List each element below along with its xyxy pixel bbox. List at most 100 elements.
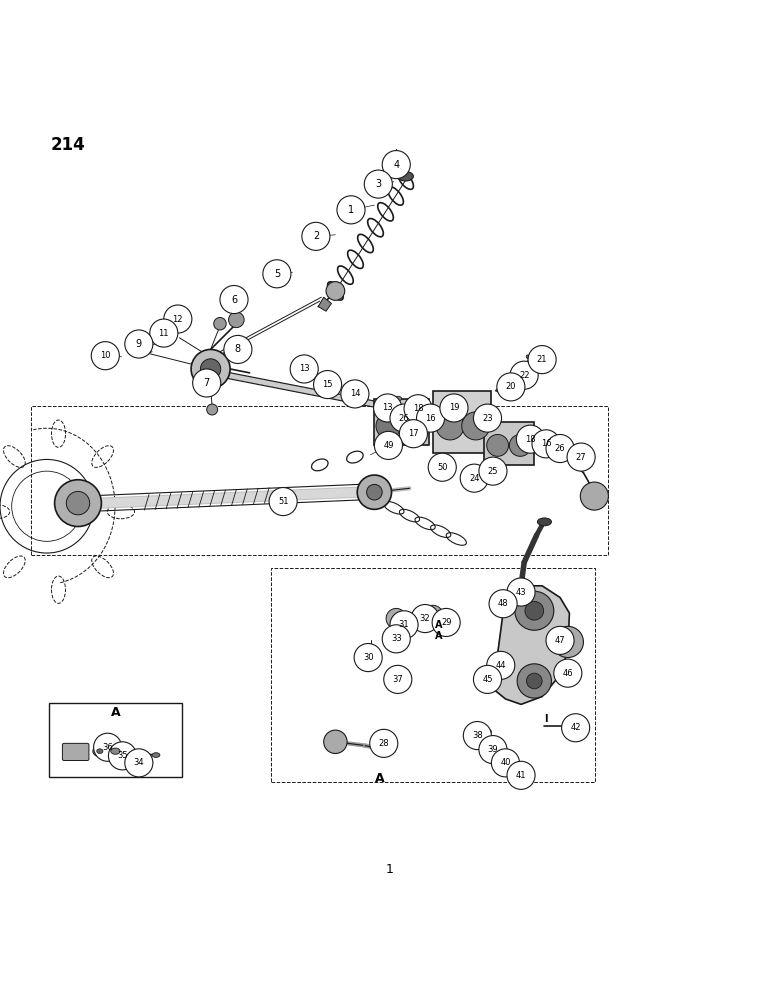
Text: 26: 26: [555, 444, 565, 453]
Circle shape: [207, 404, 218, 415]
Ellipse shape: [479, 729, 491, 735]
Circle shape: [562, 714, 590, 742]
Circle shape: [507, 578, 535, 606]
Ellipse shape: [526, 355, 534, 361]
Circle shape: [489, 590, 517, 618]
Circle shape: [55, 480, 101, 527]
FancyBboxPatch shape: [433, 391, 491, 453]
Circle shape: [326, 282, 345, 300]
Circle shape: [487, 434, 509, 456]
Circle shape: [382, 625, 410, 653]
Circle shape: [108, 742, 136, 770]
Circle shape: [526, 673, 542, 689]
FancyBboxPatch shape: [484, 422, 534, 465]
Text: 13: 13: [299, 364, 310, 373]
Circle shape: [516, 425, 544, 453]
Circle shape: [314, 371, 342, 399]
Text: 27: 27: [576, 453, 587, 462]
Text: 15: 15: [322, 380, 333, 389]
Circle shape: [509, 434, 531, 456]
Text: 1: 1: [348, 205, 354, 215]
Text: 37: 37: [392, 675, 403, 684]
Circle shape: [382, 151, 410, 179]
Text: 2: 2: [313, 231, 319, 241]
Circle shape: [525, 601, 544, 620]
Text: 31: 31: [399, 620, 410, 629]
Circle shape: [125, 330, 153, 358]
Circle shape: [462, 412, 490, 440]
Circle shape: [364, 170, 392, 198]
Ellipse shape: [524, 437, 532, 442]
Circle shape: [463, 722, 491, 750]
Text: 28: 28: [378, 739, 389, 748]
Circle shape: [528, 346, 556, 374]
Text: 38: 38: [472, 731, 483, 740]
Text: 5: 5: [274, 269, 280, 279]
Circle shape: [91, 342, 119, 370]
Ellipse shape: [97, 749, 103, 754]
Circle shape: [552, 626, 583, 658]
Circle shape: [479, 736, 507, 764]
Circle shape: [66, 491, 90, 515]
Circle shape: [324, 730, 347, 754]
Circle shape: [125, 749, 153, 777]
Text: 41: 41: [516, 771, 526, 780]
Text: 9: 9: [136, 339, 142, 349]
Ellipse shape: [152, 753, 160, 757]
Ellipse shape: [111, 748, 120, 754]
Circle shape: [515, 591, 554, 630]
Text: 10: 10: [100, 351, 111, 360]
Circle shape: [507, 761, 535, 789]
Text: 50: 50: [437, 463, 448, 472]
Circle shape: [401, 413, 426, 438]
Circle shape: [94, 733, 122, 761]
Ellipse shape: [394, 396, 402, 401]
Circle shape: [491, 749, 519, 777]
Circle shape: [357, 475, 392, 509]
Circle shape: [473, 404, 502, 432]
Text: 23: 23: [482, 414, 493, 423]
Text: 29: 29: [441, 618, 452, 627]
Circle shape: [164, 305, 192, 333]
Circle shape: [374, 394, 402, 422]
Circle shape: [460, 464, 488, 492]
Text: 3: 3: [375, 179, 381, 189]
Text: 48: 48: [498, 599, 509, 608]
Text: 46: 46: [562, 669, 573, 678]
Text: 47: 47: [555, 636, 565, 645]
Text: 14: 14: [349, 389, 360, 398]
Text: 17: 17: [408, 429, 419, 438]
Text: 25: 25: [488, 467, 498, 476]
Text: 32: 32: [420, 614, 431, 623]
Text: 12: 12: [172, 315, 183, 324]
FancyBboxPatch shape: [509, 374, 525, 383]
Circle shape: [341, 380, 369, 408]
Circle shape: [150, 319, 178, 347]
Circle shape: [399, 420, 427, 448]
Text: 26: 26: [399, 414, 410, 423]
Circle shape: [417, 404, 445, 432]
Circle shape: [214, 317, 226, 330]
Text: 30: 30: [363, 653, 374, 662]
Text: 16: 16: [425, 414, 436, 423]
Circle shape: [440, 394, 468, 422]
Circle shape: [290, 355, 318, 383]
Ellipse shape: [509, 764, 521, 770]
Circle shape: [479, 457, 507, 485]
Text: 21: 21: [537, 355, 548, 364]
Ellipse shape: [499, 752, 512, 758]
Text: 51: 51: [278, 497, 289, 506]
Text: 45: 45: [482, 675, 493, 684]
Circle shape: [473, 665, 502, 693]
Circle shape: [229, 312, 244, 328]
Polygon shape: [495, 379, 516, 395]
Circle shape: [361, 647, 380, 665]
Text: 6: 6: [231, 295, 237, 305]
Text: 44: 44: [495, 661, 506, 670]
Text: 13: 13: [382, 403, 393, 412]
FancyBboxPatch shape: [49, 703, 182, 777]
Circle shape: [580, 482, 608, 510]
Circle shape: [411, 605, 439, 633]
Circle shape: [390, 404, 418, 432]
Circle shape: [384, 665, 412, 693]
